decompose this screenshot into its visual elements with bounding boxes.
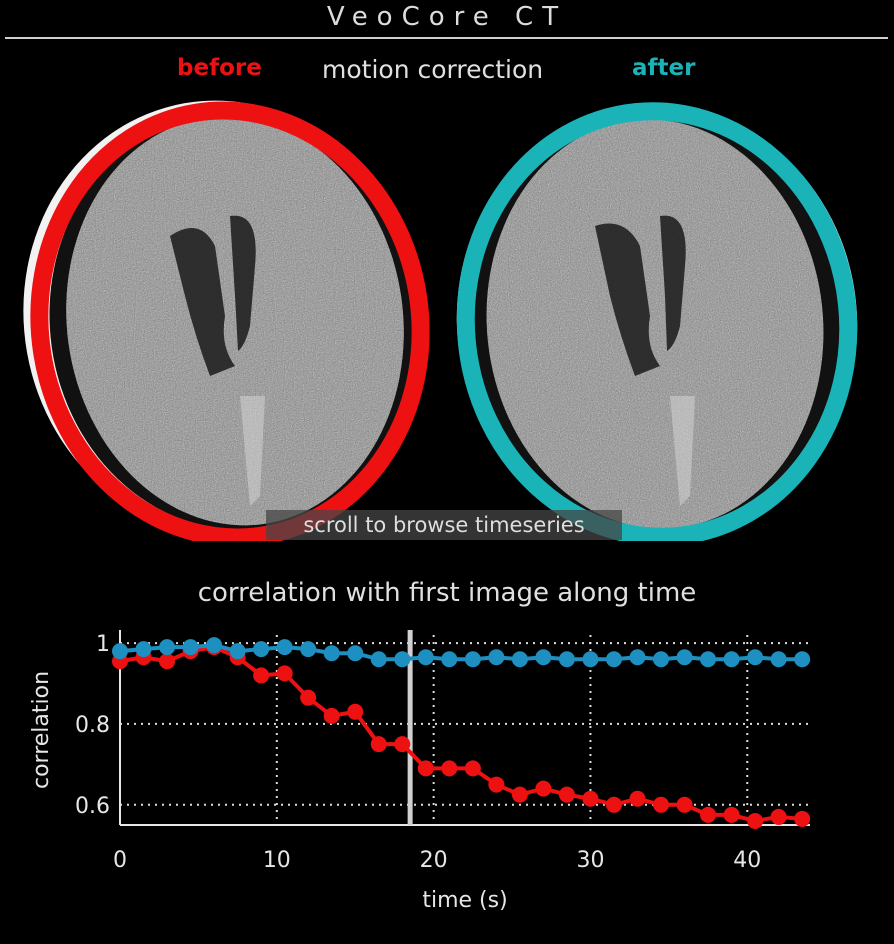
data-point-after xyxy=(417,649,434,666)
data-point-after xyxy=(112,643,128,660)
ct-image-before[interactable] xyxy=(10,96,440,541)
data-point-before xyxy=(770,808,787,825)
y-tick-label: 0.6 xyxy=(75,794,110,819)
brain-tissue xyxy=(466,102,844,541)
data-point-before xyxy=(582,790,599,807)
data-point-before xyxy=(700,806,717,823)
x-axis-label: time (s) xyxy=(422,888,507,913)
data-point-after xyxy=(276,639,293,656)
data-point-after xyxy=(605,651,622,668)
correlation-chart[interactable]: 0 10 20 30 40 0.6 0.8 1 time (s) correlation xyxy=(0,615,894,944)
scroll-hint: scroll to browse timeseries xyxy=(266,510,622,540)
data-point-after xyxy=(653,651,670,668)
data-point-before xyxy=(394,736,411,753)
data-point-before xyxy=(159,653,176,670)
y-tick-label: 0.8 xyxy=(75,713,110,738)
data-point-after xyxy=(676,649,693,666)
legend-before: before xyxy=(177,55,262,81)
data-point-before xyxy=(441,760,458,777)
data-point-after xyxy=(394,651,411,668)
data-point-after xyxy=(464,651,481,668)
data-point-after xyxy=(629,649,646,666)
data-point-after xyxy=(558,651,575,668)
data-point-before xyxy=(723,806,740,823)
data-point-after xyxy=(253,641,270,658)
data-point-after xyxy=(747,649,764,666)
data-point-before xyxy=(747,812,764,829)
data-point-after xyxy=(441,651,458,668)
data-point-after xyxy=(794,651,811,668)
data-point-after xyxy=(488,649,505,666)
comparison-legend: before motion correction after xyxy=(0,55,894,87)
data-point-after xyxy=(700,651,717,668)
chart-series xyxy=(112,637,811,829)
data-point-before xyxy=(276,665,293,682)
data-point-after xyxy=(159,639,176,656)
data-point-before xyxy=(253,667,270,684)
data-point-before xyxy=(370,736,387,753)
data-point-before xyxy=(653,796,670,813)
data-point-after xyxy=(300,641,317,658)
title-divider xyxy=(5,37,888,39)
data-point-before xyxy=(464,760,481,777)
legend-motion-correction: motion correction xyxy=(322,55,544,84)
data-point-before xyxy=(794,810,811,827)
ct-image-after[interactable] xyxy=(445,96,875,541)
x-tick-label: 0 xyxy=(113,848,127,873)
data-point-after xyxy=(511,651,528,668)
data-point-before xyxy=(535,780,552,797)
chart-grid xyxy=(120,635,810,825)
data-point-before xyxy=(558,786,575,803)
window-title: VeoCore CT xyxy=(326,2,568,32)
data-point-before xyxy=(629,790,646,807)
data-point-after xyxy=(770,651,787,668)
data-point-before xyxy=(300,689,317,706)
data-point-after xyxy=(323,645,340,662)
data-point-after xyxy=(535,649,552,666)
chart-ticks: 0 10 20 30 40 0.6 0.8 1 xyxy=(75,632,761,873)
x-tick-label: 20 xyxy=(420,848,448,873)
data-point-before xyxy=(676,796,693,813)
data-point-before xyxy=(488,776,505,793)
data-point-after xyxy=(135,641,152,658)
data-point-after xyxy=(347,645,364,662)
legend-after: after xyxy=(632,55,696,81)
skull-contour-before xyxy=(30,101,430,541)
data-point-before xyxy=(417,760,434,777)
data-point-after xyxy=(370,651,387,668)
data-point-before xyxy=(323,707,340,724)
data-point-before xyxy=(347,703,364,720)
data-point-after xyxy=(582,651,599,668)
series-line-before xyxy=(119,645,803,824)
data-point-after xyxy=(206,637,223,654)
data-point-before xyxy=(511,786,528,803)
data-point-after xyxy=(229,643,246,660)
data-point-after xyxy=(182,639,199,656)
y-axis-label: correlation xyxy=(29,671,54,789)
chart-title: correlation with first image along time xyxy=(197,578,697,608)
x-tick-label: 10 xyxy=(263,848,291,873)
x-tick-label: 40 xyxy=(733,848,761,873)
data-point-before xyxy=(605,796,622,813)
x-tick-label: 30 xyxy=(576,848,604,873)
y-tick-label: 1 xyxy=(96,632,110,657)
data-point-after xyxy=(723,651,740,668)
skull-contour-after xyxy=(456,102,858,541)
